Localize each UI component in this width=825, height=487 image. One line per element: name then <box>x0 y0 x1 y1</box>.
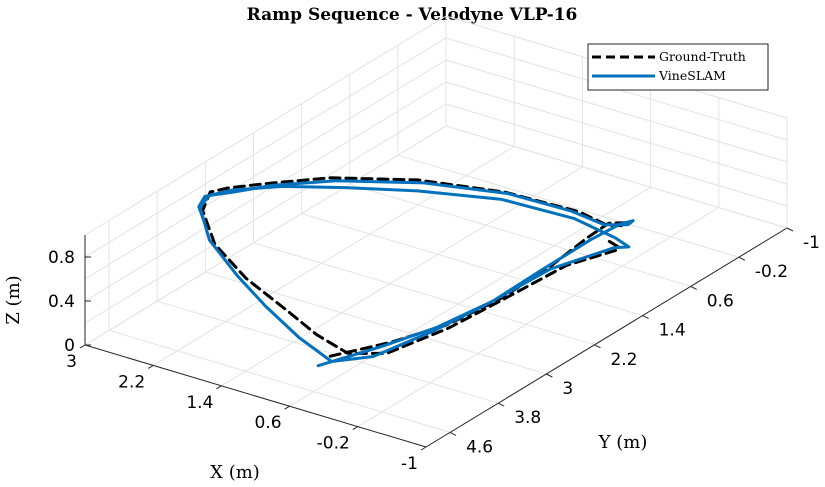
wall-grid-z-y <box>84 81 447 302</box>
y-tick-label: -0.2 <box>755 262 788 282</box>
x-tick-label: -1 <box>401 454 418 474</box>
y-axis-label: Y (m) <box>598 432 648 453</box>
wall-grid-z-x <box>445 125 788 229</box>
z-tick-label: 0 <box>64 336 75 356</box>
wall-grid-z-y <box>84 15 447 236</box>
tick-labels: 3 2.2 1.4 0.6 -0.2 -1 -1 -0.2 0.6 1.4 2.2 3 3.8 4.6 0 0… <box>48 233 820 474</box>
y-tick-label-mark <box>449 431 457 436</box>
z-tick-label: 0.4 <box>48 292 75 312</box>
floor-grid-x <box>289 186 651 407</box>
z-tick-label: 0.8 <box>48 248 75 268</box>
y-tick-label: 3 <box>562 379 573 399</box>
x-tick-label: -0.2 <box>317 434 350 454</box>
y-tick-label: 0.6 <box>707 291 734 311</box>
wall-grid-z-x <box>445 103 788 207</box>
y-tick-label-mark <box>786 227 794 232</box>
wall-grid-z-y <box>84 103 447 324</box>
y-tick-label-mark <box>497 402 505 407</box>
wall-grid-z-y <box>84 125 447 346</box>
x-tick-label: 1.4 <box>186 393 213 413</box>
legend-label-vineslam: VineSLAM <box>658 68 726 83</box>
floor-grid-y <box>301 213 643 317</box>
y-tick-label: 1.4 <box>659 321 686 341</box>
y-tick-label-mark <box>594 344 601 349</box>
x-tick-label: 2.2 <box>118 372 145 392</box>
legend-box <box>587 43 769 91</box>
x-tick-mark <box>352 426 359 431</box>
x-tick-mark <box>420 446 427 451</box>
floor-grid-y <box>157 300 499 404</box>
y-tick-label: 3.8 <box>514 408 541 428</box>
x-tick-mark <box>147 364 154 369</box>
floor-grid-y <box>349 183 691 287</box>
x-axis-label: X (m) <box>210 462 260 483</box>
series-line-vineslam <box>197 179 635 368</box>
y-tick-label: 4.6 <box>466 437 493 457</box>
x-axis-line <box>84 344 427 448</box>
floor-grid-y <box>397 154 740 258</box>
y-tick-label: -1 <box>803 233 820 253</box>
y-tick-label-mark <box>690 285 697 290</box>
wall-grid-z-y <box>84 59 447 280</box>
legend: Ground-Truth VineSLAM <box>587 43 769 91</box>
y-tick-label: 2.2 <box>610 350 637 370</box>
y-tick-label-mark <box>642 315 649 320</box>
y-axis-line <box>425 227 788 448</box>
z-axis-label: Z (m) <box>3 275 24 324</box>
floor-grid-x <box>152 145 515 366</box>
wall-grid-z-x <box>445 81 788 185</box>
floor-grid-y <box>205 271 547 375</box>
x-tick-mark <box>216 385 222 390</box>
axes <box>79 227 794 451</box>
x-tick-mark <box>284 405 290 410</box>
x-tick-label: 3 <box>66 352 77 372</box>
floor-grid-y <box>108 329 451 433</box>
floor-grid-y <box>253 242 595 346</box>
series-line-ground-truth <box>201 176 627 358</box>
x-tick-label: 0.6 <box>255 413 282 433</box>
floor-grid-x <box>357 207 720 428</box>
wall-grid-z-y <box>84 37 447 258</box>
chart-title: Ramp Sequence - Velodyne VLP-16 <box>247 5 578 25</box>
wall-grid-z-x <box>445 59 788 163</box>
x-tick-mark <box>79 344 86 349</box>
y-tick-label-mark <box>546 373 553 378</box>
y-tick-label-mark <box>738 256 746 261</box>
legend-label-ground-truth: Ground-Truth <box>659 49 746 64</box>
plot-series <box>197 176 635 368</box>
